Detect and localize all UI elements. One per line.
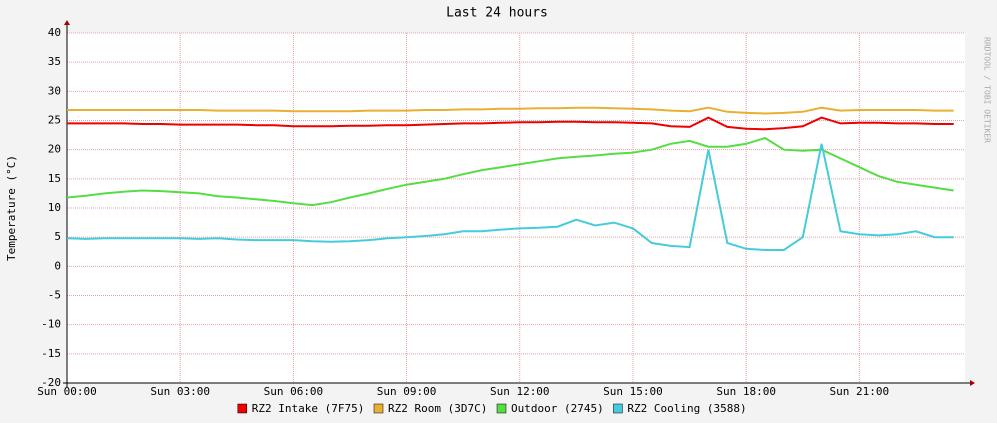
y-tick-label: 35 (48, 55, 61, 68)
y-tick-label: -20 (41, 376, 61, 389)
y-tick-label: -10 (41, 318, 61, 331)
y-tick-label: 40 (48, 26, 61, 39)
x-tick-label: Sun 21:00 (830, 385, 890, 398)
y-tick-label: -5 (48, 289, 61, 302)
x-tick-label: Sun 09:00 (377, 385, 437, 398)
x-tick-label: Sun 18:00 (716, 385, 776, 398)
watermark: RRDTOOL / TOBI OETIKER (983, 37, 992, 143)
series-line (67, 106, 954, 115)
series-line (66, 143, 954, 251)
axis-arrow (64, 20, 70, 25)
legend-label: RZ2 Cooling (3588) (627, 402, 746, 415)
y-tick-label: -15 (41, 347, 61, 360)
y-tick-label: 20 (48, 143, 61, 156)
x-tick-label: Sun 12:00 (490, 385, 550, 398)
x-tick-label: Sun 00:00 (37, 385, 97, 398)
legend-swatch (237, 403, 248, 414)
x-tick-label: Sun 15:00 (603, 385, 663, 398)
x-tick-label: Sun 03:00 (150, 385, 210, 398)
legend-label: Outdoor (2745) (511, 402, 604, 415)
legend-swatch (613, 403, 623, 414)
y-tick-label: 0 (54, 259, 61, 272)
series-line (67, 116, 954, 131)
series-line (66, 136, 954, 207)
y-tick-label: 25 (48, 114, 61, 127)
axis-arrow (970, 380, 975, 386)
y-tick-label: 15 (48, 172, 61, 185)
x-tick-label: Sun 06:00 (264, 385, 324, 398)
y-tick-label: 5 (54, 230, 61, 243)
y-tick-label: 30 (48, 84, 61, 97)
legend-label: RZ2 Room (3D7C) (388, 402, 487, 415)
y-axis-label: Temperature (°C) (5, 155, 18, 261)
chart-title: Last 24 hours (446, 6, 548, 21)
legend-swatch (496, 403, 507, 414)
legend-label: RZ2 Intake (7F75) (252, 402, 365, 415)
legend-swatch (373, 403, 384, 414)
y-tick-label: 10 (48, 201, 61, 214)
